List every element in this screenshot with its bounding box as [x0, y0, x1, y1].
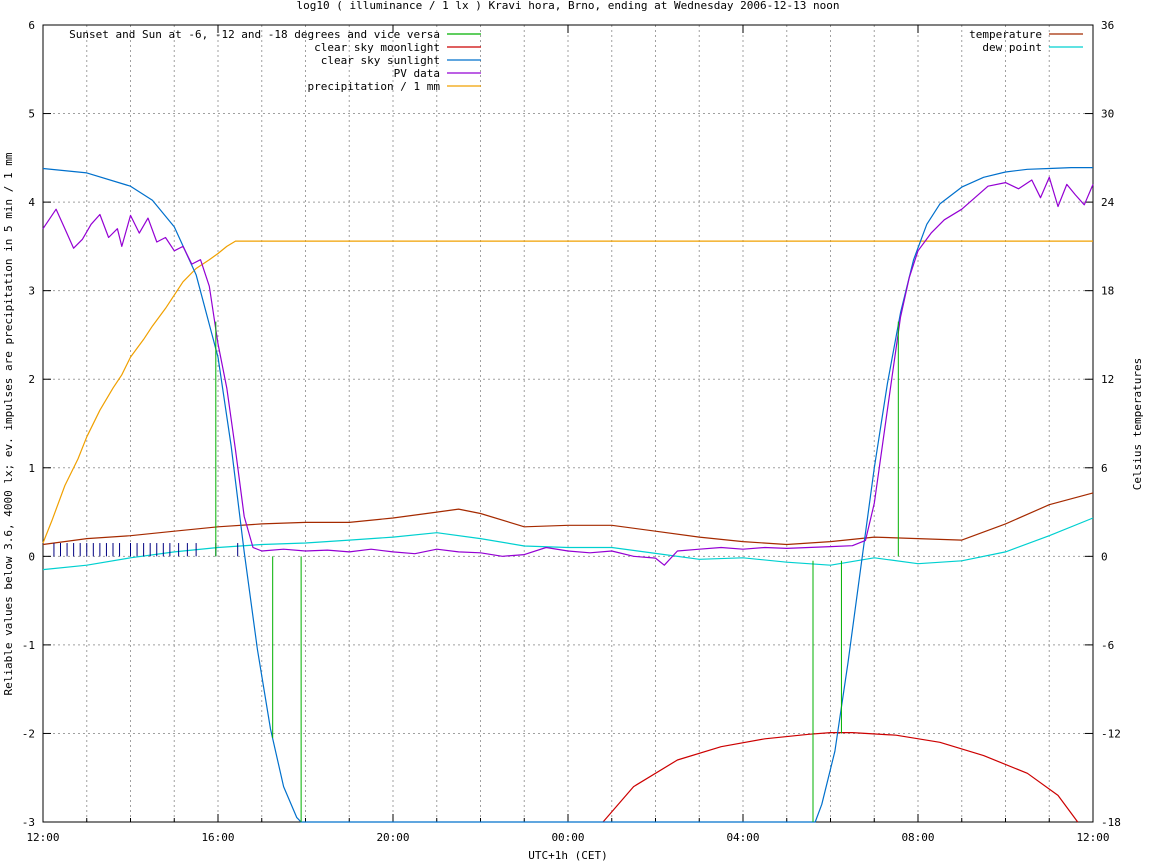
axis-ticks: 12:00 16:00 20:00 00:00 04:00 08:00 12:00 -3 -2 -… [22, 19, 1121, 844]
y-tick-label: 3 [28, 285, 35, 298]
legend-left-label: precipitation / 1 mm [308, 80, 441, 93]
y2-tick-label: 30 [1101, 108, 1114, 121]
y2-tick-label: 12 [1101, 373, 1114, 386]
legend-left-label: clear sky moonlight [314, 41, 440, 54]
series-layer [42, 167, 1094, 823]
x-tick-label: 20:00 [376, 831, 409, 844]
y-axis-label: Reliable values below 3.6, 4000 lx; ev. … [2, 152, 15, 695]
y-tick-label: 1 [28, 462, 35, 475]
legend-left-label: Sunset and Sun at -6, -12 and -18 degree… [69, 28, 440, 41]
y2-axis-label: Celsius temperatures [1131, 358, 1144, 490]
y2-tick-label: 36 [1101, 19, 1114, 32]
y2-tick-label: 24 [1101, 196, 1115, 209]
legend-right-label: dew point [982, 41, 1042, 54]
y-tick-label: 4 [28, 196, 35, 209]
x-tick-label: 08:00 [901, 831, 934, 844]
grid [43, 25, 1093, 822]
y2-tick-label: -6 [1101, 639, 1114, 652]
x-tick-label: 12:00 [1076, 831, 1109, 844]
y-tick-label: -1 [22, 639, 35, 652]
x-tick-label: 12:00 [26, 831, 59, 844]
legend-right-label: temperature [969, 28, 1042, 41]
y-tick-label: 0 [28, 550, 35, 563]
x-tick-label: 16:00 [201, 831, 234, 844]
y-tick-label: -2 [22, 727, 35, 740]
sunlight-line [42, 167, 1093, 823]
legend-left-label: PV data [394, 67, 440, 80]
x-axis-label: UTC+1h (CET) [528, 849, 607, 862]
y2-tick-label: 0 [1101, 550, 1108, 563]
y2-tick-label: 18 [1101, 285, 1114, 298]
x-tick-label: 04:00 [726, 831, 759, 844]
dew-point-line [42, 517, 1094, 571]
chart-title: log10 ( illuminance / 1 lx ) Kravi hora,… [296, 0, 839, 12]
legend-left-label: clear sky sunlight [321, 54, 440, 67]
y-tick-label: 2 [28, 373, 35, 386]
pv-data-line [42, 176, 1094, 566]
y2-tick-label: 6 [1101, 462, 1108, 475]
precipitation-line [42, 240, 1093, 544]
legend: Sunset and Sun at -6, -12 and -18 degree… [69, 28, 1083, 93]
x-tick-label: 00:00 [551, 831, 584, 844]
y2-tick-label: -18 [1101, 816, 1121, 829]
y-tick-label: 6 [28, 19, 35, 32]
temperature-line [42, 492, 1094, 546]
y2-tick-label: -12 [1101, 727, 1121, 740]
y-tick-label: -3 [22, 816, 35, 829]
y-tick-label: 5 [28, 108, 35, 121]
